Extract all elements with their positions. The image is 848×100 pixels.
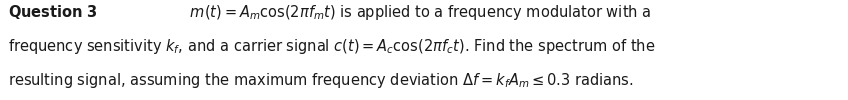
Text: frequency sensitivity $k_f$, and a carrier signal $c(t) = A_c \cos(2\pi f_c t)$.: frequency sensitivity $k_f$, and a carri… <box>8 37 656 56</box>
Text: resulting signal, assuming the maximum frequency deviation $\Delta f = k_f A_m \: resulting signal, assuming the maximum f… <box>8 71 634 90</box>
Text: $\mathbf{Question\ 3}$                    $m(t) = A_m \cos(2\pi f_m t)$ is appli: $\mathbf{Question\ 3}$ $m(t) = A_m \cos(… <box>8 3 652 22</box>
